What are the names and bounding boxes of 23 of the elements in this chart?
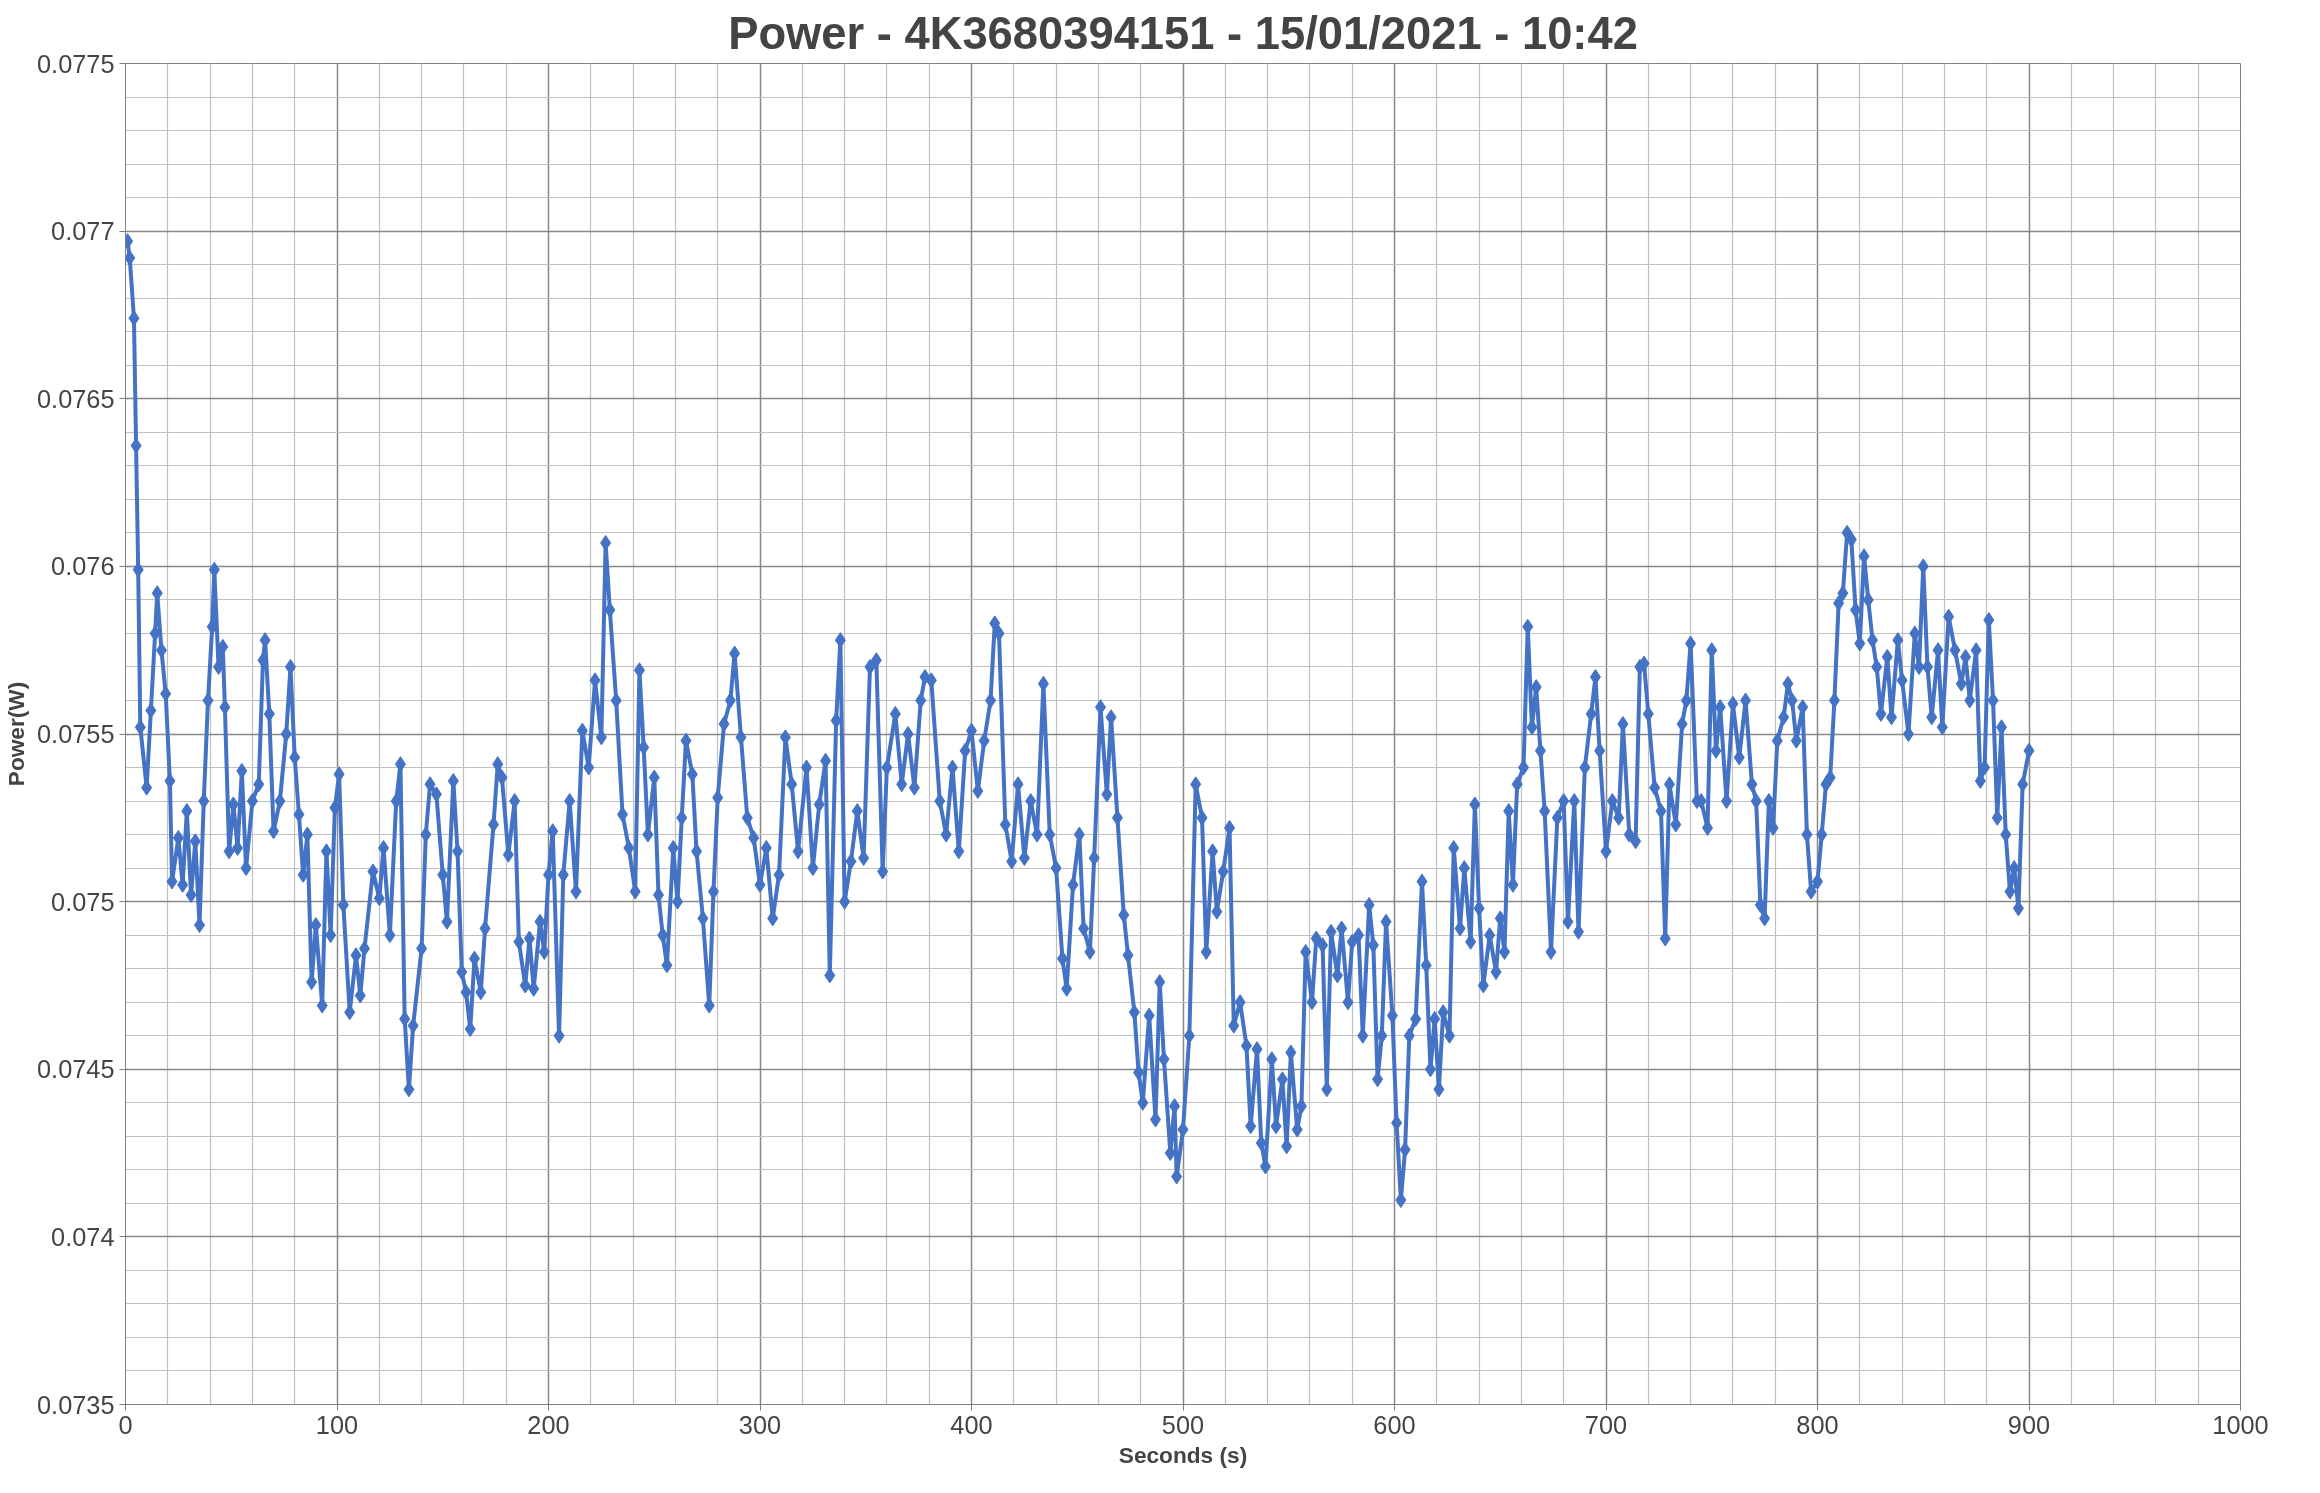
y-tick-label: 0.077 xyxy=(51,217,115,246)
y-tick-label: 0.0745 xyxy=(37,1055,115,1084)
x-tick-label: 300 xyxy=(738,1410,782,1439)
x-tick-label: 600 xyxy=(1373,1410,1416,1439)
y-tick-label: 0.0735 xyxy=(37,1390,115,1419)
y-tick-label: 0.076 xyxy=(51,552,115,581)
y-tick-label: 0.0775 xyxy=(37,49,115,78)
x-tick-label: 700 xyxy=(1584,1410,1628,1439)
x-tick-label: 500 xyxy=(1161,1410,1205,1439)
x-tick-label: 900 xyxy=(2007,1410,2051,1439)
x-tick-label: 0 xyxy=(118,1410,133,1439)
x-tick-label: 1000 xyxy=(2212,1410,2269,1439)
x-tick-label: 400 xyxy=(950,1410,993,1439)
chart-title: Power - 4K3680394151 - 15/01/2021 - 10:42 xyxy=(728,7,1638,59)
y-tick-label: 0.0765 xyxy=(37,384,115,413)
y-tick-label: 0.075 xyxy=(51,887,115,916)
x-tick-label: 100 xyxy=(315,1410,359,1439)
x-axis-title: Seconds (s) xyxy=(1118,1441,1248,1468)
x-tick-label: 200 xyxy=(527,1410,570,1439)
y-tick-label: 0.0755 xyxy=(37,720,115,748)
y-axis-title: Power(W) xyxy=(3,681,30,787)
y-tick-label: 0.074 xyxy=(51,1222,115,1251)
x-tick-label: 800 xyxy=(1796,1410,1839,1439)
